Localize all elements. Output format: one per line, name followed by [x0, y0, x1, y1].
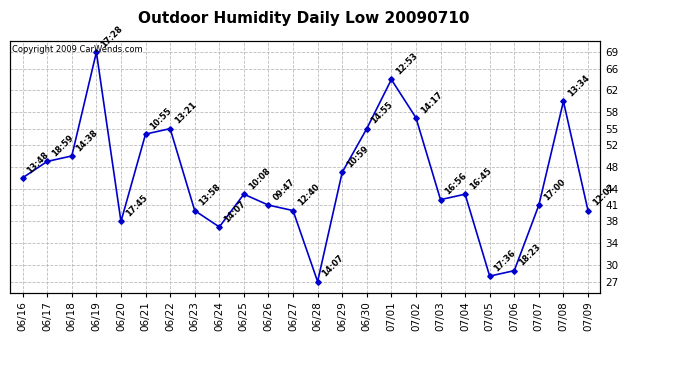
- Text: Outdoor Humidity Daily Low 20090710: Outdoor Humidity Daily Low 20090710: [138, 11, 469, 26]
- Text: 09:47: 09:47: [271, 177, 296, 203]
- Text: 14:07: 14:07: [320, 254, 346, 279]
- Text: 16:45: 16:45: [468, 166, 493, 191]
- Text: 10:59: 10:59: [345, 144, 370, 170]
- Text: 17:45: 17:45: [124, 194, 149, 219]
- Text: 14:55: 14:55: [370, 100, 395, 126]
- Text: 17:28: 17:28: [99, 24, 124, 50]
- Text: 10:08: 10:08: [246, 166, 272, 191]
- Text: Copyright 2009 CarWends.com: Copyright 2009 CarWends.com: [12, 45, 142, 54]
- Text: 16:56: 16:56: [443, 171, 469, 197]
- Text: 13:21: 13:21: [173, 100, 198, 126]
- Text: 17:00: 17:00: [542, 177, 566, 203]
- Text: 13:48: 13:48: [26, 150, 50, 175]
- Text: 13:34: 13:34: [566, 74, 591, 99]
- Text: 12:53: 12:53: [394, 51, 420, 77]
- Text: 18:23: 18:23: [517, 243, 542, 268]
- Text: 13:58: 13:58: [197, 183, 223, 208]
- Text: 17:36: 17:36: [493, 248, 518, 273]
- Text: 14:38: 14:38: [75, 128, 100, 153]
- Text: 14:17: 14:17: [419, 90, 444, 115]
- Text: 18:59: 18:59: [50, 134, 75, 159]
- Text: 14:07: 14:07: [222, 199, 247, 224]
- Text: 12:40: 12:40: [296, 183, 321, 208]
- Text: 12:02: 12:02: [591, 183, 616, 208]
- Text: 10:55: 10:55: [148, 106, 174, 131]
